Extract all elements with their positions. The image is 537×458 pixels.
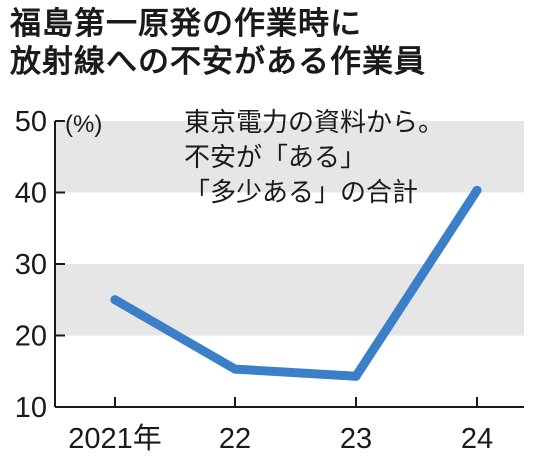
chart-title-line-1: 福島第一原発の作業時に xyxy=(10,6,362,42)
source-note-line-3: 「多少ある」の合計 xyxy=(184,178,418,208)
x-tick-label-1: 22 xyxy=(219,423,251,455)
x-axis-ticks: 2021年 22 23 24 xyxy=(68,397,493,455)
y-tick-label-10: 10 xyxy=(15,392,47,424)
band-40-50 xyxy=(55,121,524,193)
source-note-line-2: 不安が「ある」 xyxy=(184,143,366,173)
data-point-22 xyxy=(230,364,240,374)
source-note-line-1: 東京電力の資料から。 xyxy=(184,108,444,138)
band-20-30 xyxy=(55,264,524,336)
x-tick-label-2: 23 xyxy=(340,423,372,455)
chart-title-line-2: 放射線への不安がある作業員 xyxy=(10,44,426,80)
y-axis-unit-label: (%) xyxy=(65,111,102,138)
series-group xyxy=(110,185,482,381)
data-point-24 xyxy=(472,185,482,195)
y-axis-ticks: 10 20 30 40 50 xyxy=(15,106,65,424)
series-line-0 xyxy=(110,185,482,381)
y-tick-label-30: 30 xyxy=(15,249,47,281)
source-note: 東京電力の資料から。 不安が「ある」 「多少ある」の合計 xyxy=(184,108,444,208)
x-tick-label-0: 2021年 xyxy=(68,422,162,455)
y-tick-label-40: 40 xyxy=(15,178,47,210)
background-bands xyxy=(55,121,524,336)
data-point-23 xyxy=(351,371,361,381)
y-tick-label-20: 20 xyxy=(15,321,47,353)
x-tick-label-3: 24 xyxy=(461,423,493,455)
y-tick-label-50: 50 xyxy=(15,106,47,138)
data-point-2021年 xyxy=(110,295,120,305)
